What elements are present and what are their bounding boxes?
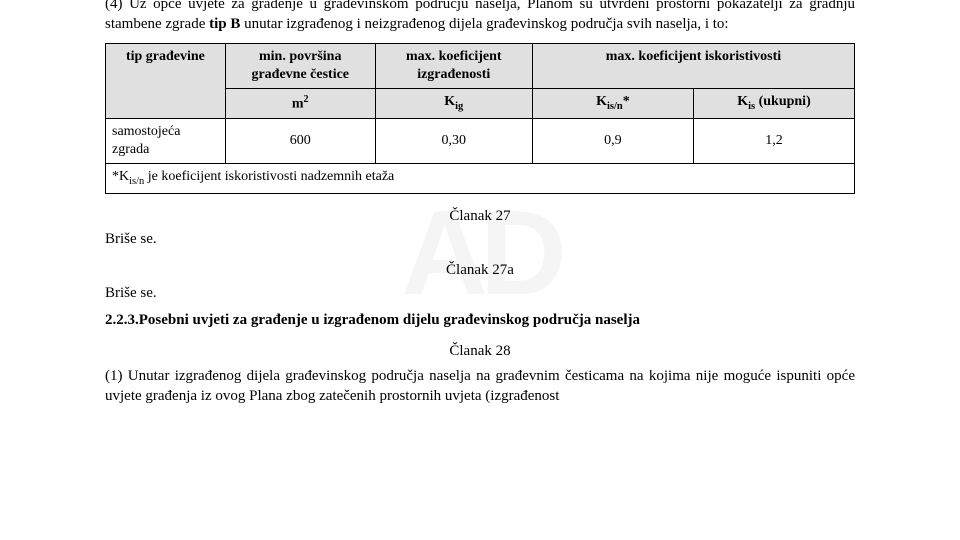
table-footnote-row: *Kis/n je koeficijent iskoristivosti nad… <box>106 164 855 193</box>
article-28-title: Članak 28 <box>105 343 855 360</box>
article-27a-body: Briše se. <box>105 285 855 302</box>
intro-bold: tip B <box>209 16 240 32</box>
cell-area: 600 <box>225 118 375 163</box>
article-27a-title: Članak 27a <box>105 262 855 279</box>
cell-kisn: 0,9 <box>532 118 693 163</box>
th-type: tip građevine <box>106 43 226 118</box>
cell-kis: 1,2 <box>693 118 854 163</box>
article-27-title: Članak 27 <box>105 208 855 225</box>
table-footnote: *Kis/n je koeficijent iskoristivosti nad… <box>106 164 855 193</box>
article-28-para1: (1) Unutar izgrađenog dijela građevinsko… <box>105 366 855 407</box>
th-kis-sym: Kis (ukupni) <box>693 88 854 118</box>
section-heading-223: 2.2.3.Posebni uvjeti za građenje u izgra… <box>105 312 855 329</box>
th-area: min. površina građevne čestice <box>225 43 375 88</box>
article-27-body: Briše se. <box>105 231 855 248</box>
table-row: samostojeća zgrada 600 0,30 0,9 1,2 <box>106 118 855 163</box>
intro-paragraph: (4) Uz opće uvjete za građenje u građevi… <box>105 0 855 35</box>
cell-kig: 0,30 <box>375 118 532 163</box>
coefficients-table: tip građevine min. površina građevne čes… <box>105 43 855 194</box>
intro-line1: (4) Uz opće uvjete za građenje u građevi… <box>105 0 710 12</box>
th-m2: m2 <box>225 88 375 118</box>
th-kisn-sym: Kis/n* <box>532 88 693 118</box>
th-kig-sym: Kig <box>375 88 532 118</box>
th-kis: max. koeficijent iskoristivosti <box>532 43 854 88</box>
intro-line2b: unutar izgrađenog i neizgrađenog dijela … <box>240 16 728 32</box>
th-kig: max. koeficijent izgrađenosti <box>375 43 532 88</box>
p28-line1: (1) Unutar izgrađenog dijela građevinsko… <box>105 368 718 384</box>
table-header-row: tip građevine min. površina građevne čes… <box>106 43 855 88</box>
cell-type: samostojeća zgrada <box>106 118 226 163</box>
